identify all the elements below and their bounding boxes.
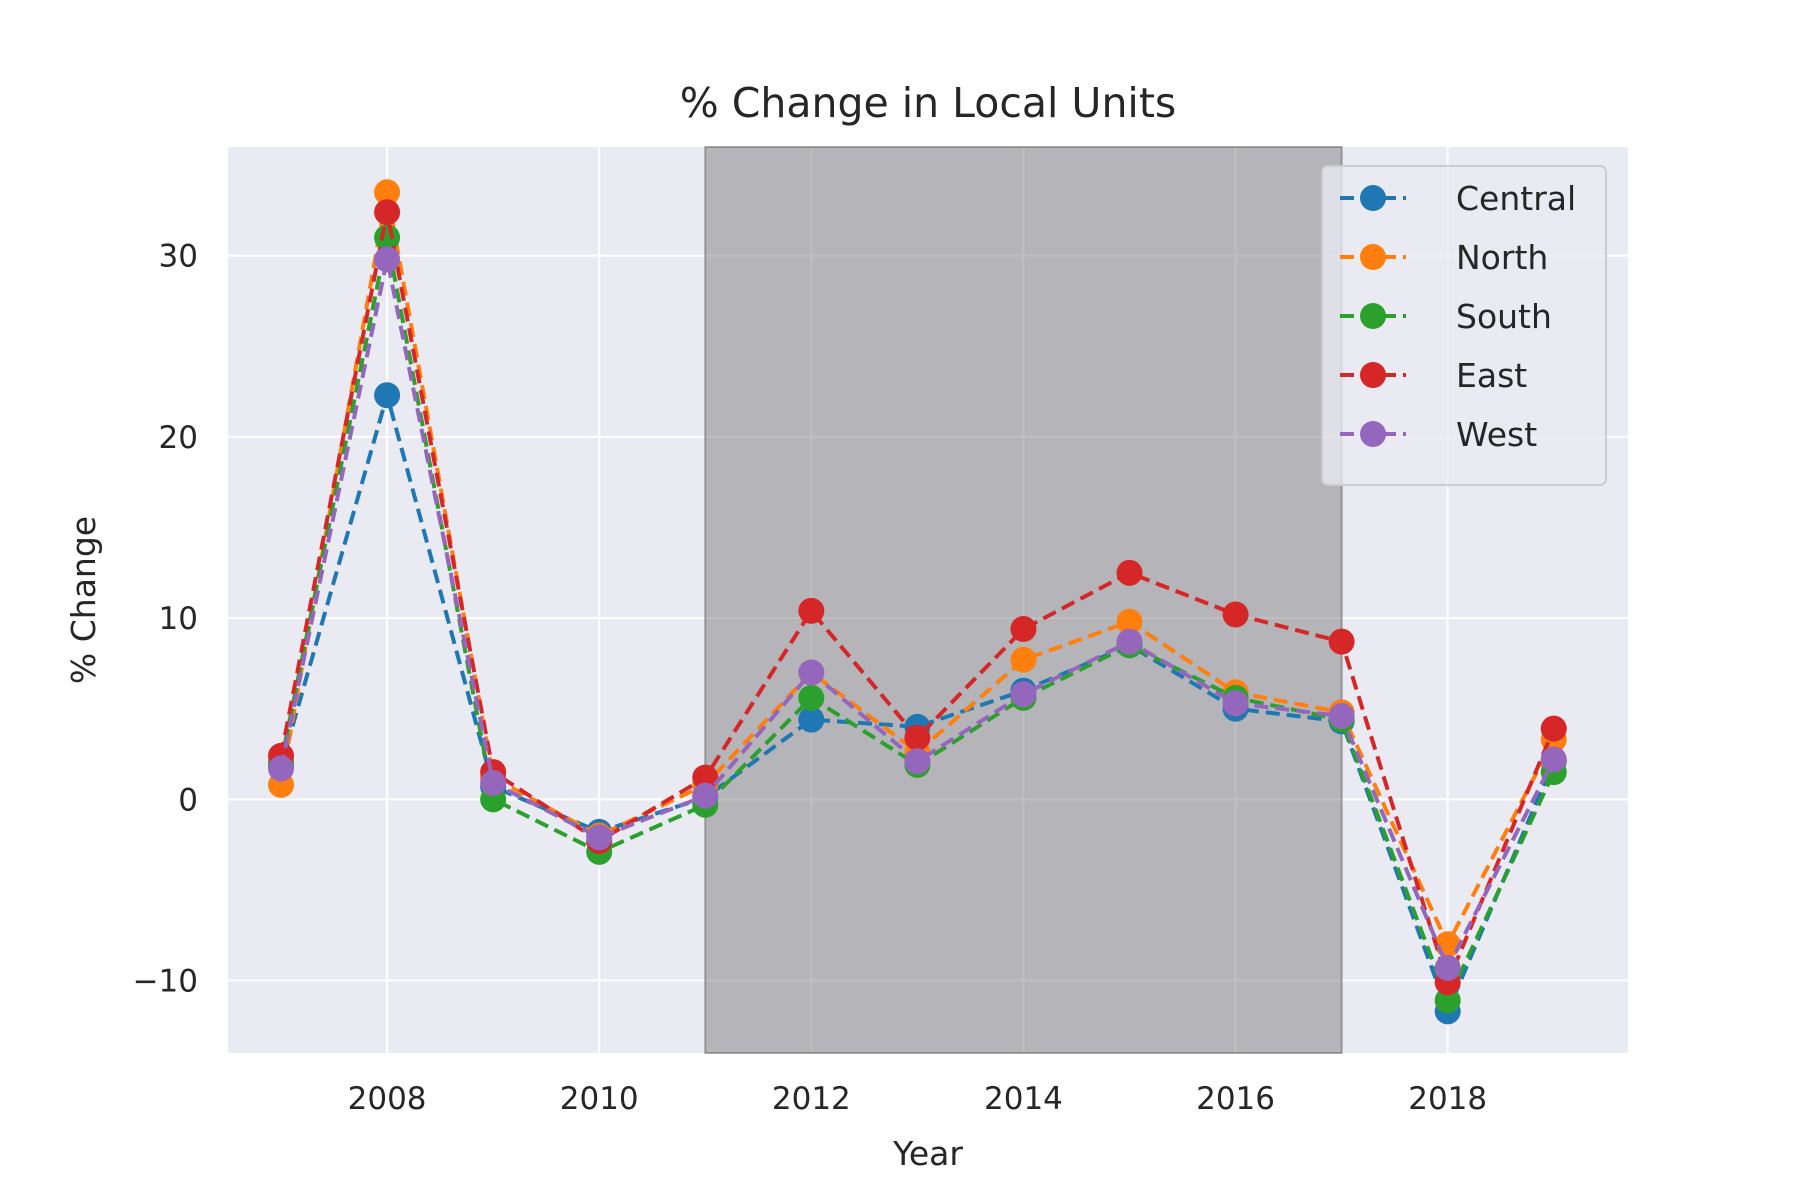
data-point-west — [374, 246, 401, 273]
y-tick-label: 30 — [159, 239, 198, 275]
data-point-west — [904, 748, 931, 775]
data-point-west — [1328, 702, 1355, 729]
x-tick-label: 2010 — [560, 1081, 639, 1117]
chart-title: % Change in Local Units — [680, 79, 1177, 127]
data-point-east — [1010, 615, 1037, 642]
data-point-east — [1540, 715, 1567, 742]
data-point-north — [374, 179, 401, 206]
x-tick-label: 2018 — [1408, 1081, 1487, 1117]
legend-label-south: South — [1456, 297, 1552, 336]
data-point-north — [1434, 931, 1461, 958]
y-tick-label: −10 — [133, 964, 198, 1000]
data-point-east — [798, 597, 825, 624]
x-tick-label: 2008 — [348, 1081, 427, 1117]
x-tick-label: 2016 — [1196, 1081, 1275, 1117]
data-point-east — [1222, 601, 1249, 628]
legend-label-west: West — [1456, 415, 1537, 454]
data-point-west — [692, 782, 719, 809]
legend-label-north: North — [1456, 238, 1548, 277]
data-point-west — [268, 755, 295, 782]
data-point-east — [1328, 628, 1355, 655]
legend-label-east: East — [1456, 356, 1527, 395]
y-tick-label: 0 — [178, 782, 198, 818]
x-tick-label: 2014 — [984, 1081, 1063, 1117]
data-point-north — [1116, 608, 1143, 635]
data-point-west — [586, 824, 613, 851]
data-point-east — [692, 764, 719, 791]
data-point-west — [1434, 954, 1461, 981]
data-point-west — [1540, 746, 1567, 773]
legend-swatch-marker — [1360, 185, 1386, 211]
data-point-west — [480, 770, 507, 797]
y-tick-label: 20 — [159, 420, 198, 456]
data-point-east — [904, 724, 931, 751]
data-point-west — [798, 659, 825, 686]
y-tick-label: 10 — [159, 601, 198, 637]
data-point-west — [1010, 681, 1037, 708]
legend-swatch-marker — [1360, 362, 1386, 388]
data-point-east — [1116, 559, 1143, 586]
legend: Central North South East West — [1321, 165, 1607, 486]
shaded-region — [704, 146, 1343, 1054]
legend-label-central: Central — [1456, 179, 1576, 218]
y-axis-title: % Change — [64, 516, 103, 684]
data-point-east — [374, 199, 401, 226]
data-point-south — [798, 684, 825, 711]
data-point-south — [1434, 987, 1461, 1014]
legend-swatch-marker — [1360, 303, 1386, 329]
data-point-west — [1222, 690, 1249, 717]
data-point-south — [374, 224, 401, 251]
data-point-north — [1010, 646, 1037, 673]
data-point-central — [374, 382, 401, 409]
legend-swatch-marker — [1360, 421, 1386, 447]
legend-box — [1321, 165, 1607, 486]
x-tick-label: 2012 — [772, 1081, 851, 1117]
data-point-central — [798, 706, 825, 733]
legend-swatch-marker — [1360, 244, 1386, 270]
data-point-west — [1116, 628, 1143, 655]
x-axis-title: Year — [892, 1134, 963, 1173]
